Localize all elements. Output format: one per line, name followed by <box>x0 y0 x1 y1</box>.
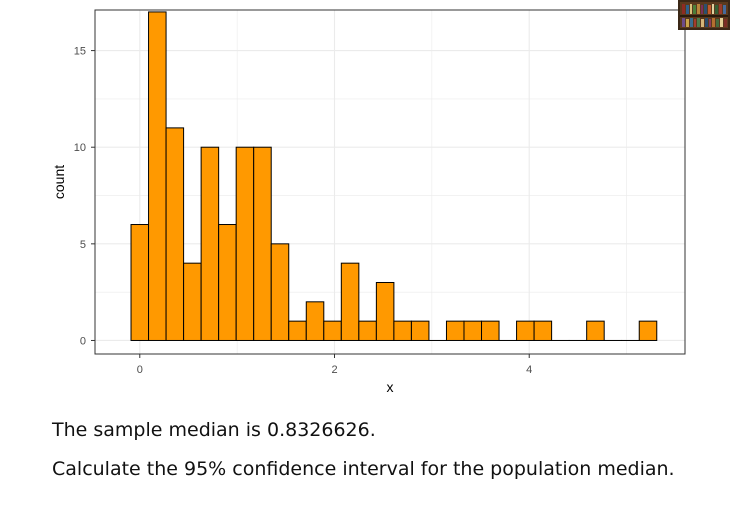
histogram-bar-22 <box>516 320 535 341</box>
histogram-bar-10 <box>305 301 325 341</box>
histogram-bar-14 <box>375 281 395 341</box>
histogram-bar-7 <box>253 146 272 341</box>
histogram-bar-26 <box>586 320 605 341</box>
histogram-bar-23 <box>533 320 553 341</box>
y-tick-label-0: 0 <box>80 335 86 347</box>
histogram-bar-11 <box>323 320 342 341</box>
x-tick-label-2: 4 <box>526 364 532 376</box>
bookshelf-video-thumbnail-icon <box>678 0 730 30</box>
y-tick-label-1: 5 <box>80 239 86 251</box>
y-tick-label-2: 10 <box>74 142 86 154</box>
histogram-bar-16 <box>410 320 430 341</box>
histogram-bar-0 <box>130 224 150 341</box>
histogram-chart: 0 2 4 0 5 10 15 x count <box>51 9 686 395</box>
histogram-bar-1 <box>148 11 167 341</box>
histogram-bar-13 <box>358 320 377 341</box>
histogram-bar-9 <box>288 320 307 341</box>
histogram-bar-29 <box>638 320 658 341</box>
x-tick-label-0: 0 <box>137 364 143 376</box>
y-axis-title: count <box>51 165 67 199</box>
histogram-bar-4 <box>200 146 220 341</box>
histogram-bar-8 <box>270 243 290 341</box>
x-axis-title: x <box>387 379 394 395</box>
histogram-bar-19 <box>463 320 483 341</box>
histogram-bar-12 <box>340 262 360 341</box>
confidence-interval-prompt: Calculate the 95% confidence interval fo… <box>52 458 675 480</box>
y-tick-label-3: 15 <box>74 46 86 58</box>
axis-ticks <box>91 50 530 358</box>
histogram-bar-15 <box>393 320 412 341</box>
sample-median-statement: The sample median is 0.8326626. <box>52 419 376 441</box>
histogram-bar-2 <box>165 127 185 341</box>
histogram-bar-18 <box>445 320 465 341</box>
histogram-bar-20 <box>481 320 500 341</box>
histogram-bar-6 <box>235 146 255 341</box>
histogram-bar-5 <box>218 224 237 341</box>
histogram-bars <box>130 11 658 341</box>
histogram-bar-3 <box>183 262 202 341</box>
x-tick-label-1: 2 <box>331 364 337 376</box>
plot-panel-border <box>94 9 686 355</box>
